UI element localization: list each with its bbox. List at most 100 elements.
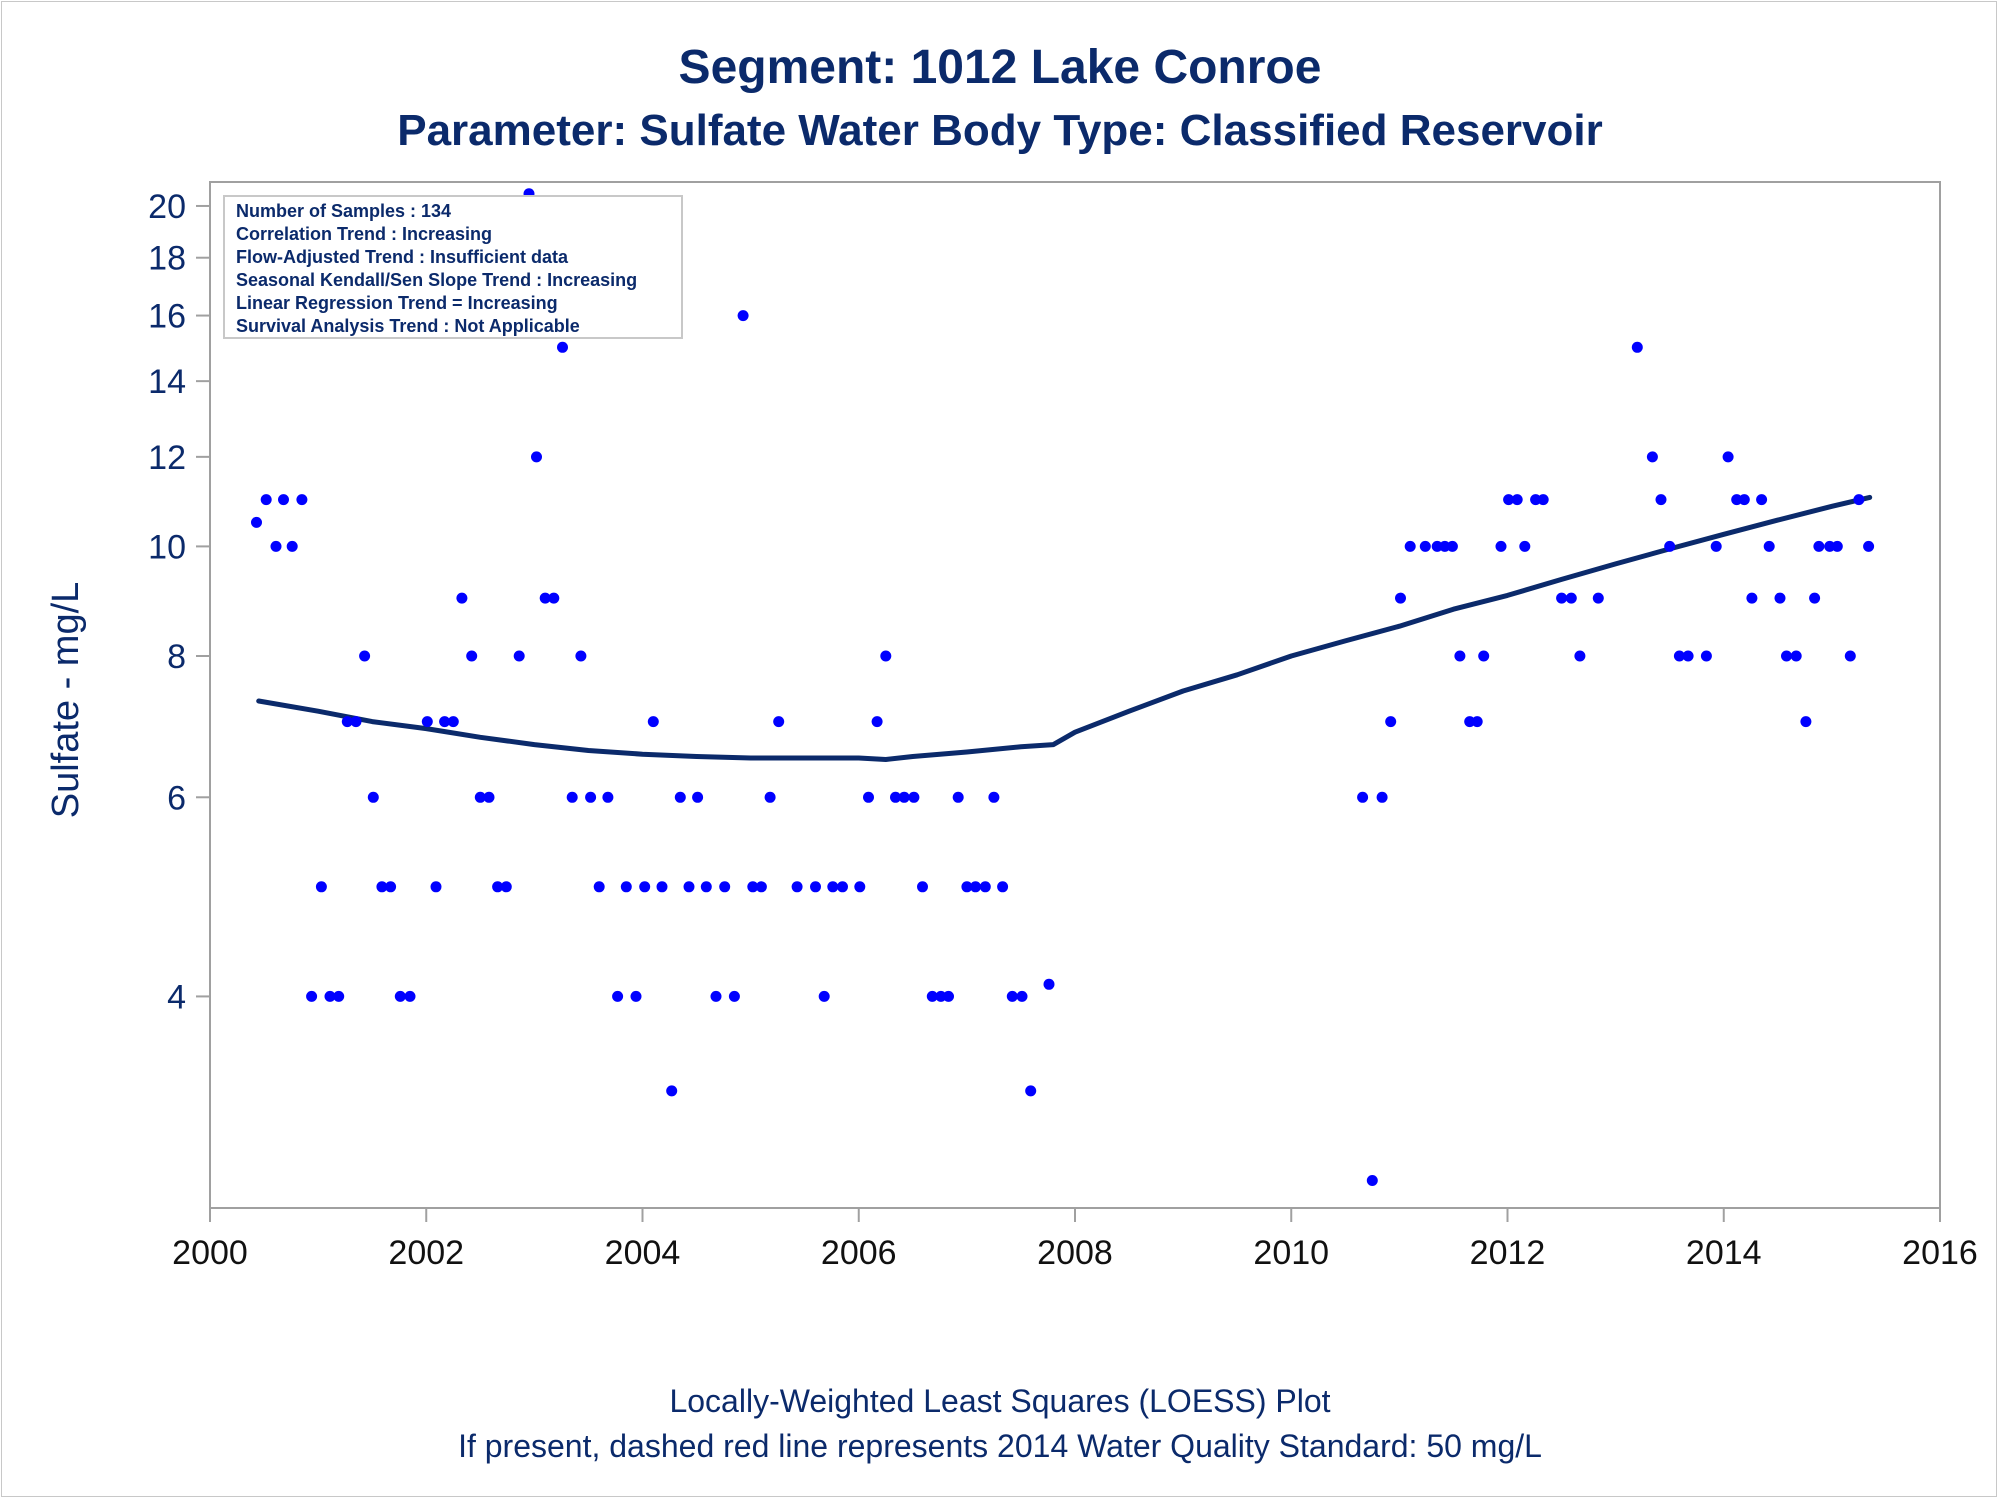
data-point: [1404, 540, 1416, 552]
data-point: [647, 716, 659, 728]
y-tick-label: 4: [167, 978, 186, 1016]
data-point: [286, 540, 298, 552]
data-point: [700, 881, 712, 893]
data-point: [1454, 650, 1466, 662]
data-point: [404, 990, 416, 1002]
data-point: [1655, 494, 1667, 506]
data-point: [810, 881, 821, 893]
data-point: [456, 592, 468, 604]
data-point: [315, 881, 327, 893]
data-point: [306, 990, 318, 1002]
x-tick-label: 2014: [1686, 1234, 1762, 1272]
data-point: [737, 310, 749, 322]
data-point: [764, 791, 776, 803]
loess-line: [256, 494, 1873, 762]
y-tick-label: 8: [167, 638, 186, 676]
y-tick-label: 6: [167, 779, 186, 817]
x-tick-label: 2010: [1253, 1234, 1329, 1272]
y-tick-label: 16: [148, 298, 186, 336]
data-point: [1537, 494, 1549, 506]
data-point: [997, 881, 1009, 893]
y-tick-label: 18: [148, 240, 186, 278]
data-point: [1530, 494, 1542, 506]
data-point: [566, 791, 578, 803]
data-point: [602, 791, 614, 803]
data-point: [1446, 540, 1458, 552]
stats-box: [223, 195, 683, 339]
data-point: [1853, 494, 1865, 506]
data-point: [1863, 540, 1875, 552]
data-point: [1471, 716, 1483, 728]
data-point: [926, 990, 938, 1002]
chart-subtitle: Parameter: Sulfate Water Body Type: Clas…: [397, 106, 1603, 155]
footer-line-1: Locally-Weighted Least Squares (LOESS) P…: [669, 1383, 1331, 1419]
data-point: [880, 650, 892, 662]
data-point: [1016, 990, 1028, 1002]
data-point: [1395, 592, 1406, 604]
data-point: [1722, 451, 1734, 463]
data-point: [1357, 791, 1369, 803]
data-point: [324, 990, 336, 1002]
data-point: [773, 716, 785, 728]
data-point: [350, 716, 362, 728]
data-point: [1646, 451, 1658, 463]
data-point: [1844, 650, 1856, 662]
data-point: [500, 881, 512, 893]
data-point: [988, 791, 1000, 803]
data-point: [630, 990, 642, 1002]
data-point: [961, 881, 973, 893]
data-point: [1439, 540, 1451, 552]
data-point: [1366, 1175, 1378, 1186]
data-point: [548, 592, 560, 604]
stats-line: Linear Regression Trend = Increasing: [236, 293, 558, 313]
data-point: [666, 1085, 678, 1097]
data-point: [917, 881, 928, 893]
data-point: [1025, 1085, 1037, 1097]
data-point: [1756, 494, 1768, 506]
data-point: [890, 791, 901, 803]
data-point: [728, 990, 740, 1002]
data-point: [1746, 592, 1758, 604]
data-point: [639, 881, 651, 893]
data-point: [1831, 540, 1843, 552]
x-tick-label: 2008: [1037, 1234, 1113, 1272]
data-point: [593, 881, 605, 893]
data-point: [863, 791, 874, 803]
data-point: [1631, 341, 1643, 353]
data-point: [1511, 494, 1523, 506]
data-point: [385, 881, 397, 893]
data-point: [447, 716, 459, 728]
data-point: [952, 791, 964, 803]
y-tick-label: 20: [148, 188, 186, 226]
data-point: [1813, 540, 1825, 552]
data-point: [979, 881, 991, 893]
data-point: [1763, 540, 1775, 552]
data-point: [333, 990, 345, 1002]
data-point: [483, 791, 495, 803]
x-tick-label: 2012: [1470, 1234, 1546, 1272]
stats-line: Correlation Trend : Increasing: [236, 224, 492, 244]
data-point: [1781, 650, 1792, 662]
data-point: [466, 650, 478, 662]
stats-line: Seasonal Kendall/Sen Slope Trend : Incre…: [236, 270, 637, 290]
data-point: [674, 791, 686, 803]
data-point: [367, 791, 379, 803]
data-point: [1682, 650, 1694, 662]
data-point: [1376, 791, 1388, 803]
data-point: [1565, 592, 1577, 604]
data-point: [1419, 540, 1431, 552]
data-point: [1431, 540, 1443, 552]
data-point: [359, 650, 371, 662]
data-point: [620, 881, 632, 893]
data-point: [656, 881, 668, 893]
data-point: [1710, 540, 1722, 552]
data-point: [1519, 540, 1531, 552]
data-point: [719, 881, 731, 893]
stats-line: Survival Analysis Trend : Not Applicable: [236, 316, 580, 336]
y-axis-label: Sulfate - mg/L: [45, 582, 87, 819]
data-point: [492, 881, 504, 893]
data-point: [296, 494, 308, 506]
data-point: [394, 990, 406, 1002]
stats-line: Flow-Adjusted Trend : Insufficient data: [236, 247, 569, 267]
